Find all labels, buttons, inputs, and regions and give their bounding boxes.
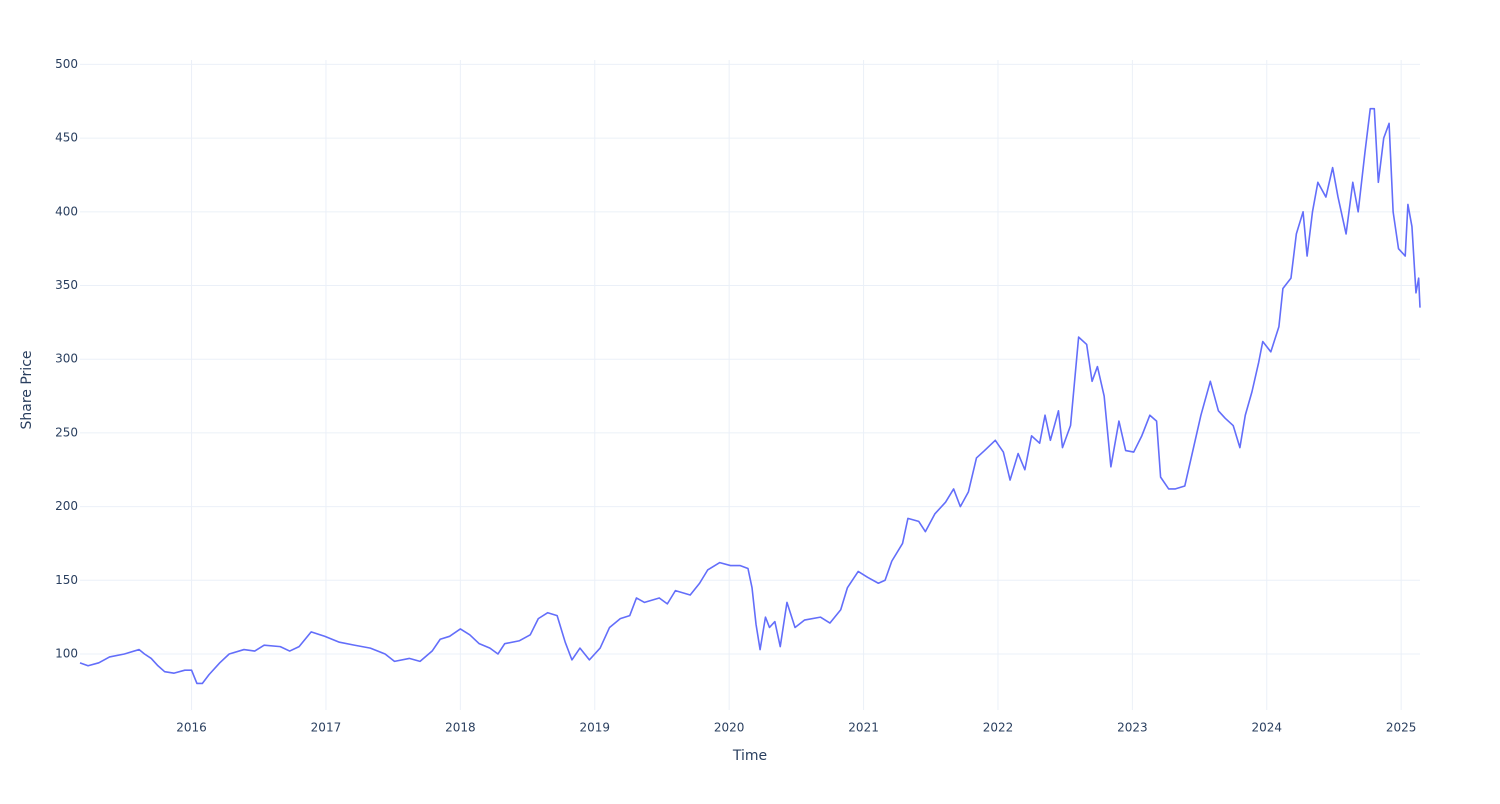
price-line	[79, 107, 1421, 685]
x-axis-title: Time	[732, 748, 767, 764]
y-tick-label: 450	[55, 131, 78, 145]
y-tick-label: 400	[55, 204, 78, 218]
y-tick-label: 200	[55, 499, 78, 513]
y-tick-label: 300	[55, 352, 78, 366]
y-tick-label: 150	[55, 573, 78, 587]
x-tick-label: 2016	[176, 721, 207, 735]
x-tick-label: 2018	[445, 721, 476, 735]
x-tick-label: 2020	[714, 721, 745, 735]
y-axis-title: Share Price	[19, 350, 35, 429]
x-tick-label: 2024	[1252, 721, 1283, 735]
grid	[80, 60, 1420, 710]
x-tick-label: 2022	[983, 721, 1014, 735]
y-tick-label: 500	[55, 57, 78, 71]
plot-area	[79, 107, 1421, 685]
y-tick-label: 250	[55, 425, 78, 439]
x-tick-label: 2021	[848, 721, 879, 735]
x-tick-label: 2017	[311, 721, 342, 735]
y-tick-label: 350	[55, 278, 78, 292]
x-tick-label: 2019	[579, 721, 610, 735]
x-tick-label: 2023	[1117, 721, 1148, 735]
y-tick-label: 100	[55, 646, 78, 660]
x-tick-label: 2025	[1386, 721, 1417, 735]
